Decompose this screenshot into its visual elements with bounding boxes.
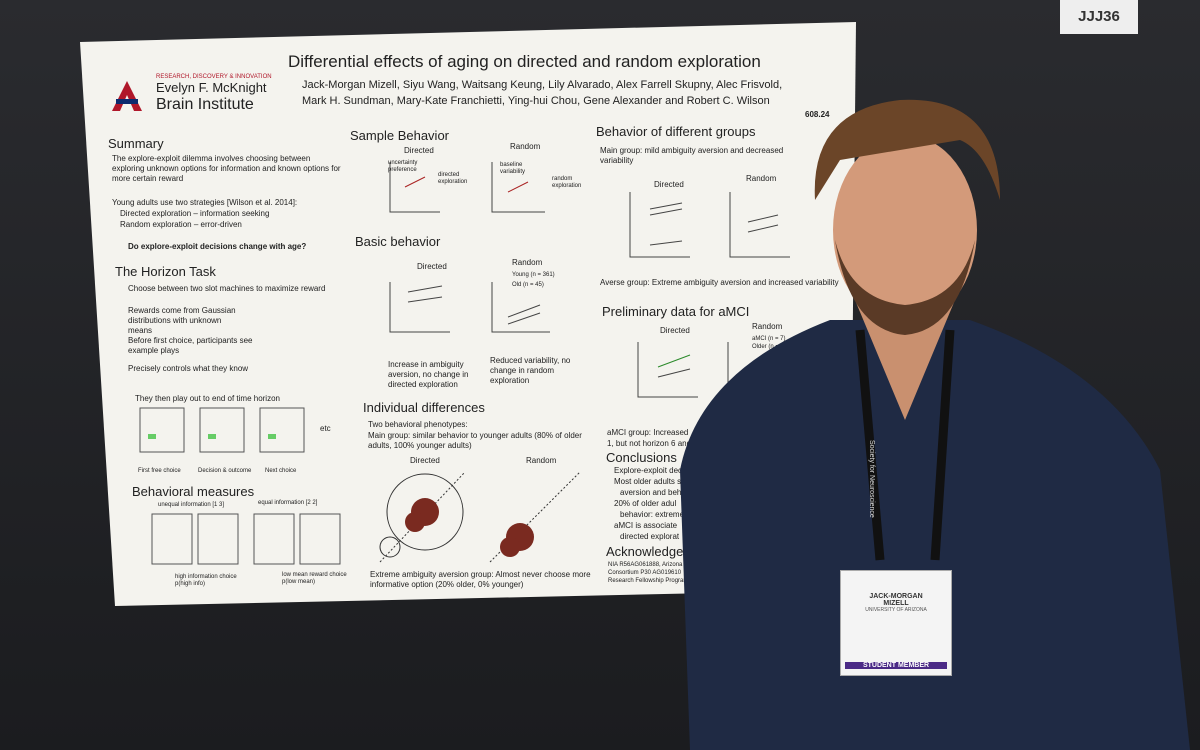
section-heading: Conclusions <box>606 450 677 465</box>
section-heading: Individual differences <box>363 400 485 415</box>
text: Extreme ambiguity aversion group: Almost… <box>370 570 591 589</box>
section-heading: Preliminary data for aMCI <box>602 304 750 319</box>
legend: Old (n = 45) <box>512 282 544 288</box>
text: aMCI group: Increased <box>607 428 689 437</box>
panel-title: Random <box>510 142 541 151</box>
logo <box>112 81 142 111</box>
text: NIA R56AG061888, Arizona <box>608 562 683 568</box>
label: unequal information [1 3] <box>158 502 225 508</box>
badge-affiliation: UNIVERSITY OF ARIZONA <box>865 607 927 613</box>
poster: RESEARCH, DISCOVERY & INNOVATION Evelyn … <box>80 22 856 606</box>
note: Reduced variability, no change in random… <box>490 356 571 385</box>
text: They then play out to end of time horizo… <box>135 394 280 403</box>
section-heading: Acknowledge <box>606 544 684 559</box>
poster-title: Differential effects of aging on directe… <box>288 52 761 71</box>
poster-number: 608.24 <box>805 110 830 119</box>
institute-name: Evelyn F. McKnight <box>156 80 267 95</box>
text: Choose between two slot machines to maxi… <box>128 284 326 293</box>
panel-title: Directed <box>410 456 440 465</box>
text: Directed exploration – information seeki… <box>120 209 270 218</box>
sample-figure <box>389 162 545 213</box>
text: Explore-exploit dec <box>614 466 683 475</box>
caption: Next choice <box>265 468 297 474</box>
measures-figure <box>151 513 341 565</box>
tagline: RESEARCH, DISCOVERY & INNOVATION <box>156 74 272 80</box>
note: Increase in ambiguity aversion, no chang… <box>388 360 469 389</box>
lanyard-text: Society for Neuroscience <box>868 440 875 518</box>
caption: First free choice <box>138 468 181 474</box>
section-heading: Basic behavior <box>355 234 441 249</box>
legend: Young (n = 361) <box>512 272 555 278</box>
text: Before first choice, participants see ex… <box>128 336 253 355</box>
text: Precisely controls what they know <box>128 364 249 373</box>
text: aMCI is associate <box>614 521 678 530</box>
text: Most older adults s <box>614 477 682 486</box>
institute-brand: Brain Institute <box>156 96 254 113</box>
panel-title: Directed <box>417 262 447 271</box>
label: low mean reward choice p(low mean) <box>282 572 347 585</box>
note: baseline variability <box>500 162 526 175</box>
label: high information choice p(high info) <box>175 574 237 587</box>
scatter-figure <box>379 471 581 563</box>
text: Main group: similar behavior to younger … <box>368 431 582 450</box>
legend: Older (n = 27) <box>752 344 790 350</box>
text: aversion and beha <box>620 488 686 497</box>
authors: Mark H. Sundman, Mary-Kate Franchietti, … <box>302 95 770 107</box>
section-heading: Behavioral measures <box>132 484 255 499</box>
basic-figure <box>389 282 550 333</box>
text: Young adults use two strategies [Wilson … <box>112 198 298 207</box>
section-heading: Behavior of different groups <box>596 124 756 139</box>
note: random exploration <box>552 176 582 189</box>
note: uncertainty preference <box>388 160 418 173</box>
groups-figure <box>629 192 790 258</box>
text: 1, but not horizon 6 and <box>607 439 692 448</box>
badge-name: MIZELL <box>883 600 909 607</box>
text: Do explore-exploit decisions change with… <box>128 242 307 251</box>
caption: Decision & outcome <box>198 468 252 474</box>
task-figure <box>139 407 305 453</box>
badge-member: STUDENT MEMBER <box>845 662 947 669</box>
panel-title: Random <box>752 322 783 331</box>
panel-title: Random <box>512 258 543 267</box>
panel-title: Directed <box>654 180 684 189</box>
text: The explore-exploit dilemma involves cho… <box>112 154 341 183</box>
booth-sign: JJJ36 <box>1060 0 1138 34</box>
text: Main group: mild ambiguity aversion and … <box>600 146 784 165</box>
label: equal information [2 2] <box>258 500 318 506</box>
text: Two behavioral phenotypes: <box>368 420 468 429</box>
caption: etc <box>320 424 331 433</box>
text: Random exploration – error-driven <box>120 220 242 229</box>
authors: Jack-Morgan Mizell, Siyu Wang, Waitsang … <box>302 79 783 91</box>
text: behavior: extreme <box>620 510 685 519</box>
text: Consortium P30 AG019610 <box>608 570 682 576</box>
section-heading: Summary <box>108 136 164 151</box>
text: Research Fellowship Program <box>608 578 689 584</box>
panel-title: Directed <box>404 146 434 155</box>
text: directed explorat <box>620 532 680 541</box>
panel-title: Directed <box>660 326 690 335</box>
badge-name: JACK-MORGAN <box>869 593 923 600</box>
legend: aMCI (n = 7) <box>752 336 786 342</box>
badge: JACK-MORGAN MIZELL UNIVERSITY OF ARIZONA… <box>840 570 952 676</box>
note: directed exploration <box>438 172 468 185</box>
text: 20% of older adul <box>614 499 677 508</box>
text: Averse group: Extreme ambiguity aversion… <box>600 278 839 287</box>
text: Rewards come from Gaussian distributions… <box>128 306 236 335</box>
section-heading: Sample Behavior <box>350 128 449 143</box>
panel-title: Random <box>746 174 777 183</box>
section-heading: The Horizon Task <box>115 264 216 279</box>
panel-title: Random <box>526 456 557 465</box>
